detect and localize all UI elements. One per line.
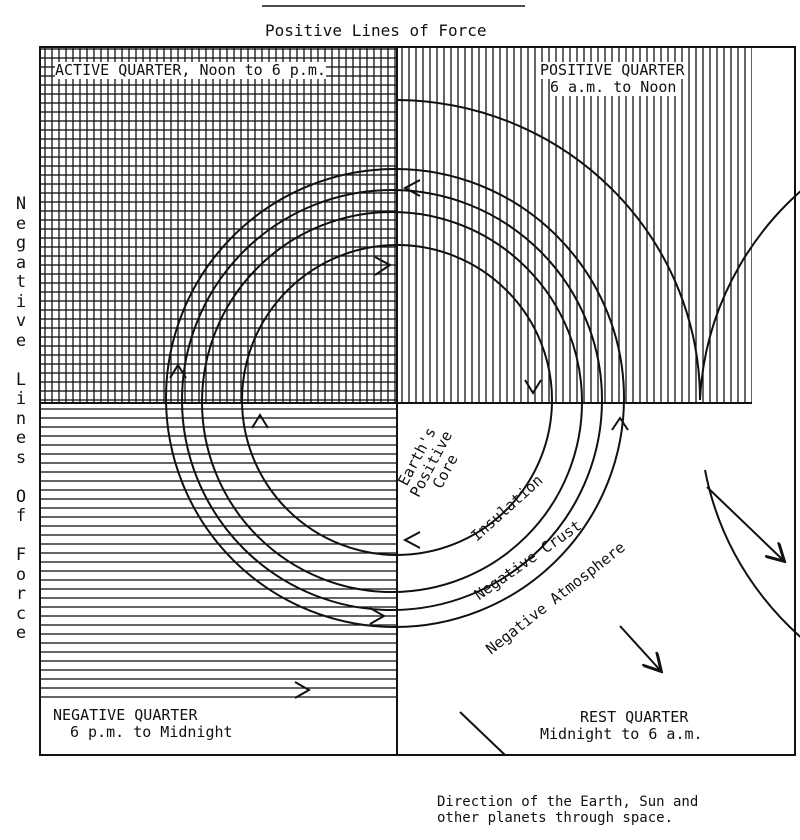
caption-line: Direction of the Earth, Sun and xyxy=(437,794,699,810)
orbit-atmosphere xyxy=(165,168,625,628)
side-label: N e g a t i v e L i n e s O f F o r c e xyxy=(15,194,27,643)
caption-line: other planets through space. xyxy=(437,810,674,826)
title: Positive Lines of Force xyxy=(265,21,487,40)
arrow-icon xyxy=(169,363,187,379)
direction-arrow xyxy=(706,486,783,560)
orbit-arrows xyxy=(169,179,629,699)
arrow-icon xyxy=(402,531,421,549)
arrow-icon xyxy=(369,607,387,625)
orbit-crust xyxy=(181,189,603,611)
arrow-icon xyxy=(374,256,392,276)
positive-quarter-time: 6 a.m. to Noon xyxy=(550,78,677,96)
negative-quarter-time: 6 p.m. to Midnight xyxy=(70,723,233,741)
direction-arrow xyxy=(619,625,660,670)
orbit-core xyxy=(241,244,553,556)
active-quarter-label: ACTIVE QUARTER, Noon to 6 p.m. xyxy=(55,61,326,79)
arrow-icon xyxy=(294,681,312,699)
arrow-icon xyxy=(251,413,269,429)
rest-quarter-time: Midnight to 6 a.m. xyxy=(540,725,703,743)
rest-quarter-label: REST QUARTER xyxy=(580,708,689,726)
caption: Direction of the Earth, Sun and other pl… xyxy=(437,794,699,826)
direction-line xyxy=(459,711,506,756)
arrow-icon xyxy=(611,416,629,431)
orbit-outer xyxy=(396,99,800,638)
negative-quarter-lines xyxy=(40,403,397,703)
arrow-icon xyxy=(524,379,542,395)
orbits xyxy=(165,99,800,638)
positive-quarter-label: POSITIVE QUARTER xyxy=(540,61,685,79)
orbit-insulation xyxy=(201,211,583,593)
negative-quarter-label: NEGATIVE QUARTER xyxy=(53,706,198,724)
active-quarter-horizontal-lines xyxy=(40,47,397,403)
arrow-icon xyxy=(402,179,421,197)
